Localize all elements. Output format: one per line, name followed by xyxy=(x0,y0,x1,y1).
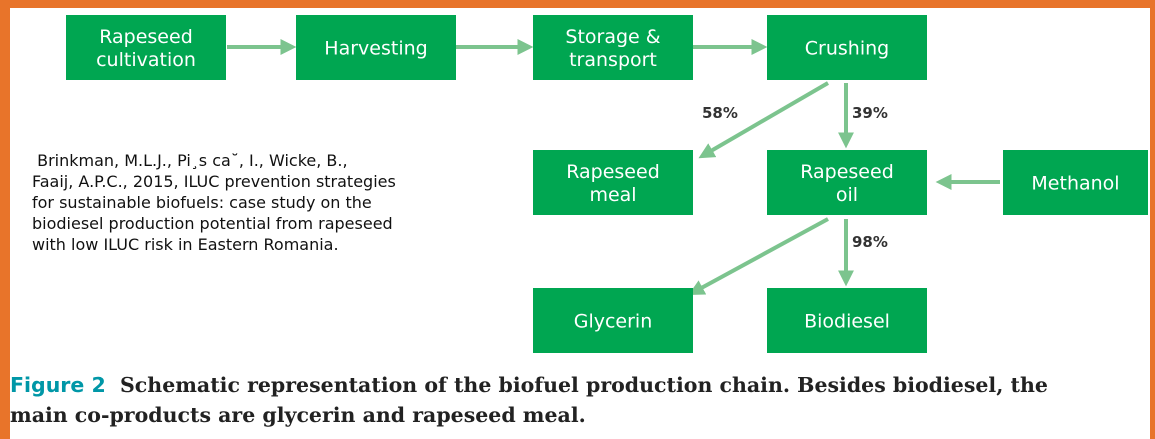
node: Crushing xyxy=(767,15,927,80)
node-label: cultivation xyxy=(96,49,196,71)
node-box xyxy=(296,15,456,80)
node: Storage &transport xyxy=(533,15,693,80)
node-label: Storage & xyxy=(565,26,660,48)
edge-label: 98% xyxy=(852,233,888,251)
arrows xyxy=(227,39,1000,296)
citation-line: with low ILUC risk in Eastern Romania. xyxy=(32,235,339,254)
node-label: Biodiesel xyxy=(804,311,890,333)
node-box xyxy=(66,15,226,80)
node-label: Glycerin xyxy=(574,311,653,333)
node-label: meal xyxy=(589,184,636,206)
node-box xyxy=(533,288,693,353)
caption: Figure 2 Schematic representation of the… xyxy=(10,370,1150,430)
node-label: Harvesting xyxy=(324,38,427,60)
citation: Brinkman, M.L.J., Pi¸s ca˘, I., Wicke, B… xyxy=(32,150,452,255)
node-box xyxy=(533,150,693,215)
caption-line: Figure 2 Schematic representation of the… xyxy=(10,370,1150,400)
node: Methanol xyxy=(1003,150,1148,215)
citation-line: Brinkman, M.L.J., Pi¸s ca˘, I., Wicke, B… xyxy=(32,151,348,170)
slide: Rapeseed cultivation Harvesting Storage & tr… xyxy=(10,8,1150,439)
citation-line: biodiesel production potential from rape… xyxy=(32,214,393,233)
caption-line: main co-products are glycerin and rapese… xyxy=(10,403,586,427)
node: Biodiesel xyxy=(767,288,927,353)
node-label: Rapeseed xyxy=(566,161,660,183)
caption-text: Schematic representation of the biofuel … xyxy=(120,373,1048,397)
node-label: transport xyxy=(569,49,657,71)
node-box xyxy=(767,150,927,215)
node-label: Rapeseed xyxy=(99,26,193,48)
node: Glycerin xyxy=(533,288,693,353)
node-label: Rapeseed xyxy=(800,161,894,183)
citation-line: Faaij, A.P.C., 2015, ILUC prevention str… xyxy=(32,172,396,191)
arrow xyxy=(688,217,829,296)
node-box xyxy=(533,15,693,80)
node-label: Crushing xyxy=(805,38,889,60)
node-label: Methanol xyxy=(1031,173,1119,195)
citation-line: for sustainable biofuels: case study on … xyxy=(32,193,372,212)
edge-label: 58% xyxy=(702,104,738,122)
arrow xyxy=(698,81,830,159)
edge-label: 39% xyxy=(852,104,888,122)
node-box xyxy=(767,15,927,80)
node: Harvesting xyxy=(296,15,456,80)
figure-label: Figure 2 xyxy=(10,373,106,397)
node-label: oil xyxy=(836,184,858,206)
node-box xyxy=(1003,150,1148,215)
node-box xyxy=(767,288,927,353)
